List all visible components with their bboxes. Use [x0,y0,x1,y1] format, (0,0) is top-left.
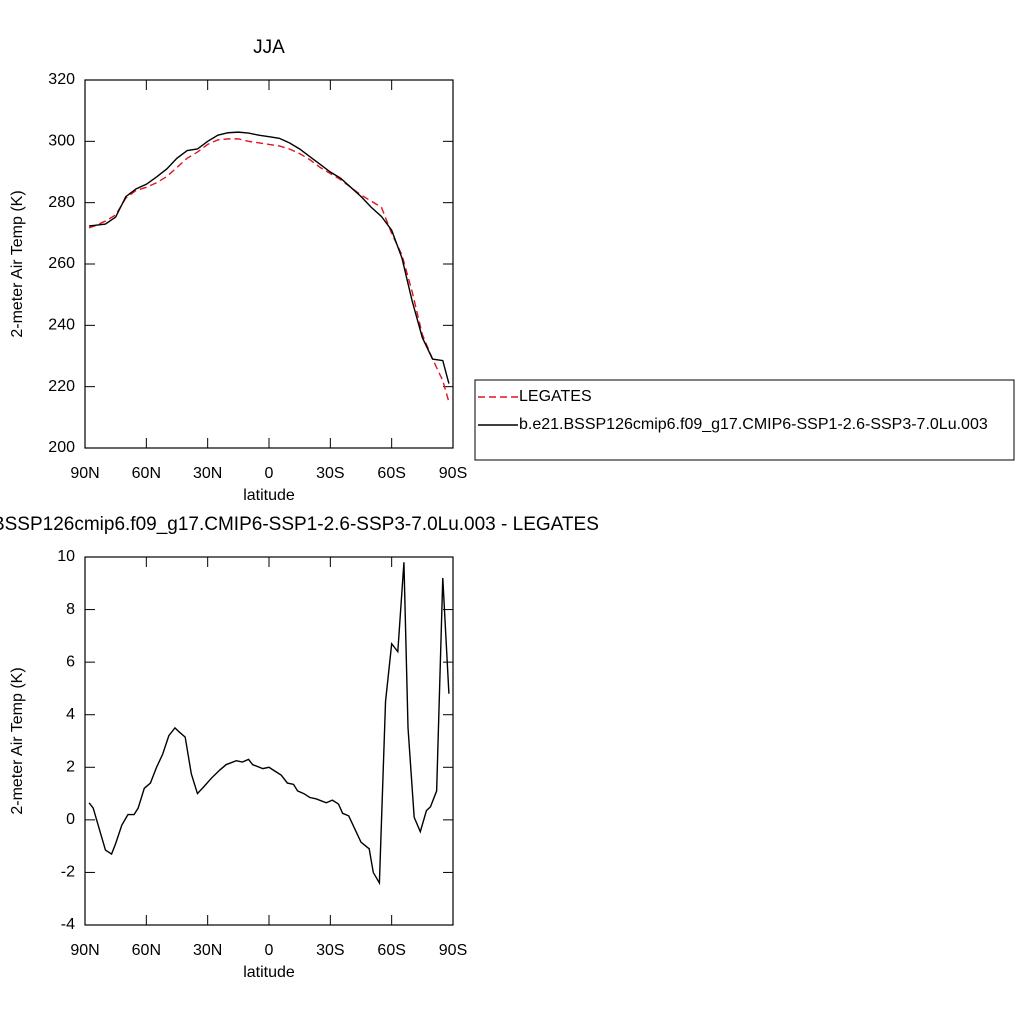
legend-label: LEGATES [519,388,592,405]
x-tick-label: 60S [377,465,405,482]
x-tick-label: 0 [265,465,274,482]
y-axis-label: 2-meter Air Temp (K) [9,190,26,337]
x-tick-label: 30S [316,465,344,482]
y-tick-label: 10 [57,548,75,565]
data-line [89,131,450,384]
x-tick-label: 60S [377,942,405,959]
x-tick-label: 30N [193,942,222,959]
y-tick-label: 4 [66,706,75,723]
x-tick-label: 90S [439,942,467,959]
x-tick-label: 90S [439,465,467,482]
legend-box [474,379,1015,461]
x-axis-label: latitude [243,487,295,504]
chart-title: b.e21.BSSP126cmip6.f09_g17.CMIP6-SSP1-2.… [0,514,599,535]
plot-frame [84,556,454,926]
legend-label: b.e21.BSSP126cmip6.f09_g17.CMIP6-SSP1-2.… [519,416,988,433]
y-tick-label: 280 [48,194,75,211]
x-tick-label: 60N [132,942,161,959]
x-tick-label: 0 [265,942,274,959]
x-axis-label: latitude [243,964,295,981]
y-tick-label: 260 [48,255,75,272]
data-line [88,562,450,886]
y-tick-label: 320 [48,71,75,88]
data-line [88,138,450,403]
x-tick-label: 30S [316,942,344,959]
x-tick-label: 90N [70,465,99,482]
y-tick-label: 8 [66,601,75,618]
y-tick-label: 200 [48,439,75,456]
y-axis-label: 2-meter Air Temp (K) [9,667,26,814]
y-tick-label: 300 [48,133,75,150]
x-tick-label: 90N [70,942,99,959]
y-tick-label: 0 [66,811,75,828]
y-tick-label: 2 [66,759,75,776]
y-tick-label: 240 [48,317,75,334]
y-tick-label: 220 [48,378,75,395]
plot-frame [84,79,454,449]
y-tick-label: 6 [66,653,75,670]
x-tick-label: 60N [132,465,161,482]
chart-title: JJA [253,37,285,58]
y-tick-label: -2 [61,864,75,881]
x-tick-label: 30N [193,465,222,482]
y-tick-label: -4 [61,916,75,933]
